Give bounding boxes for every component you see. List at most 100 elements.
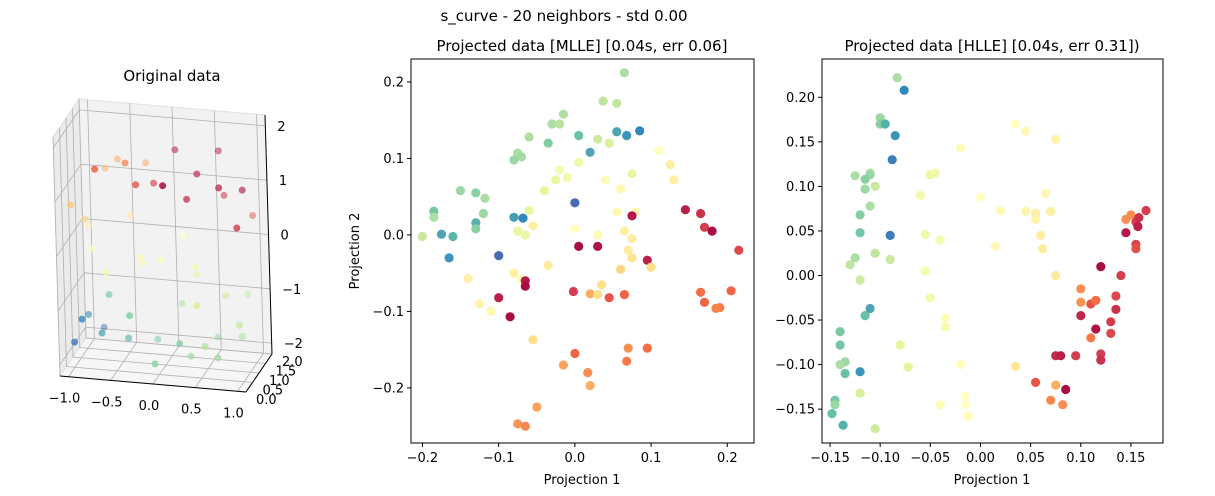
scatter-point xyxy=(604,293,614,303)
scatter-point xyxy=(520,230,530,240)
scatter-point xyxy=(995,205,1006,216)
scatter-point-3d xyxy=(88,244,96,252)
subplot-title-hlle: Projected data [HLLE] [0.04s, err 0.31]) xyxy=(844,37,1139,55)
z-tick-label-3d: −1 xyxy=(282,283,301,298)
scatter-point-3d xyxy=(100,323,108,331)
scatter-point xyxy=(865,201,875,211)
scatter-point xyxy=(524,205,534,216)
scatter-point xyxy=(845,260,855,270)
grid-line-z-left xyxy=(54,163,82,203)
scatter-point xyxy=(1041,188,1051,199)
scatter-point xyxy=(574,157,584,167)
y-tick-label: 0.10 xyxy=(786,180,815,195)
scatter-point-3d xyxy=(81,215,88,223)
scatter-point xyxy=(555,165,565,175)
scatter-point xyxy=(619,226,630,236)
scatter-point xyxy=(574,130,584,141)
grid-line-z-left xyxy=(56,218,83,257)
scatter-point-3d xyxy=(179,232,187,240)
scatter-point xyxy=(1058,400,1068,410)
scatter-point xyxy=(524,132,534,142)
scatter-point-3d xyxy=(85,221,93,229)
scatter-point xyxy=(558,109,569,119)
scatter-point xyxy=(612,98,622,108)
scatter-point xyxy=(1106,317,1116,327)
scatter-point-3d xyxy=(154,335,162,343)
y-tick-label: −0.05 xyxy=(775,314,815,329)
scatter-point xyxy=(870,424,880,434)
scatter-point xyxy=(1111,291,1121,301)
scatter-point xyxy=(622,130,632,141)
scatter-point xyxy=(870,248,880,258)
scatter-point-3d xyxy=(220,191,228,199)
scatter-point xyxy=(963,411,974,421)
y-tick-label: 0.15 xyxy=(786,135,815,150)
grid-line-z-back xyxy=(84,272,271,290)
scatter-point xyxy=(568,286,579,297)
scatter-point xyxy=(543,138,553,148)
scatter-point xyxy=(860,184,870,194)
scatter-point-3d xyxy=(176,340,184,348)
scatter-point xyxy=(509,268,519,278)
subplot-original-data: Original data −1.0 −0.5 0.0 0.5 1.00.00.51.0… xyxy=(49,67,303,421)
x-tick-label: 0.1 xyxy=(641,451,662,466)
scatter-point xyxy=(570,348,580,359)
y-tick-label: 0.00 xyxy=(786,269,815,284)
scatter-point xyxy=(699,297,710,307)
scatter-point xyxy=(855,388,865,398)
x-tick-label: 0.00 xyxy=(966,451,995,466)
scatter-point xyxy=(547,119,557,129)
scatter-point xyxy=(528,221,538,231)
axis-ticks-mlle: −0.2 −0.1 0.0 0.1 0.2 −0.2 −0.1 0.0 0.1 0.2 xyxy=(372,75,737,466)
x-tick-label-3d: 0.5 xyxy=(181,403,202,418)
scatter-point xyxy=(696,287,706,297)
scatter-point-3d xyxy=(156,256,164,264)
scatter-point xyxy=(1046,395,1056,405)
scatter-point xyxy=(850,253,860,263)
scatter-point xyxy=(1021,206,1031,216)
scatter-point-3d xyxy=(91,165,99,173)
scatter-point xyxy=(920,266,930,276)
scatter-point xyxy=(870,181,880,191)
scatter-point xyxy=(505,312,515,322)
scatter-point xyxy=(1038,244,1048,254)
x-tick-label: −0.05 xyxy=(910,451,950,466)
subplot-mlle: Projected data [MLLE] [0.04s, err 0.06] … xyxy=(348,37,755,488)
scatter-point-3d xyxy=(159,182,167,190)
x-tick-label: 0.05 xyxy=(1016,451,1045,466)
scatter-point xyxy=(1086,333,1096,343)
scatter-point xyxy=(463,273,473,284)
scatter-point xyxy=(920,229,930,240)
scatter-point xyxy=(585,289,595,299)
scatter-points-hlle xyxy=(827,73,1151,434)
scatter-point xyxy=(1141,205,1151,216)
grid-line-y-floor xyxy=(79,347,266,364)
scatter-point xyxy=(486,306,496,316)
scatter-point xyxy=(890,131,900,141)
y-tick-label: −0.10 xyxy=(775,358,815,373)
subplot-title-mlle: Projected data [MLLE] [0.04s, err 0.06] xyxy=(437,37,728,55)
scatter-point-3d xyxy=(187,352,195,360)
scatter-point xyxy=(448,231,458,242)
scatter-point-3d xyxy=(126,312,134,320)
scatter-point xyxy=(1096,355,1106,365)
scatter-point xyxy=(585,147,595,157)
scatter-point xyxy=(520,421,530,431)
scatter-point-3d xyxy=(236,321,243,329)
scatter-point-3d xyxy=(125,334,133,342)
scatter-point xyxy=(840,368,850,379)
scatter-point-3d xyxy=(193,302,201,310)
x-tick-label: 0.15 xyxy=(1116,451,1145,466)
plot-frame-hlle xyxy=(821,58,1164,444)
scatter-point xyxy=(616,264,626,274)
scatter-point-3d xyxy=(193,270,201,278)
scatter-point-3d xyxy=(85,310,92,318)
scatter-point xyxy=(860,311,870,321)
scatter-point xyxy=(518,213,528,223)
scatter-point xyxy=(1071,351,1081,361)
scatter-point-3d xyxy=(178,300,186,307)
scatter-point xyxy=(528,335,538,345)
scatter-point xyxy=(509,212,519,222)
scatter-point xyxy=(925,293,935,303)
scatter-point xyxy=(1046,206,1056,216)
